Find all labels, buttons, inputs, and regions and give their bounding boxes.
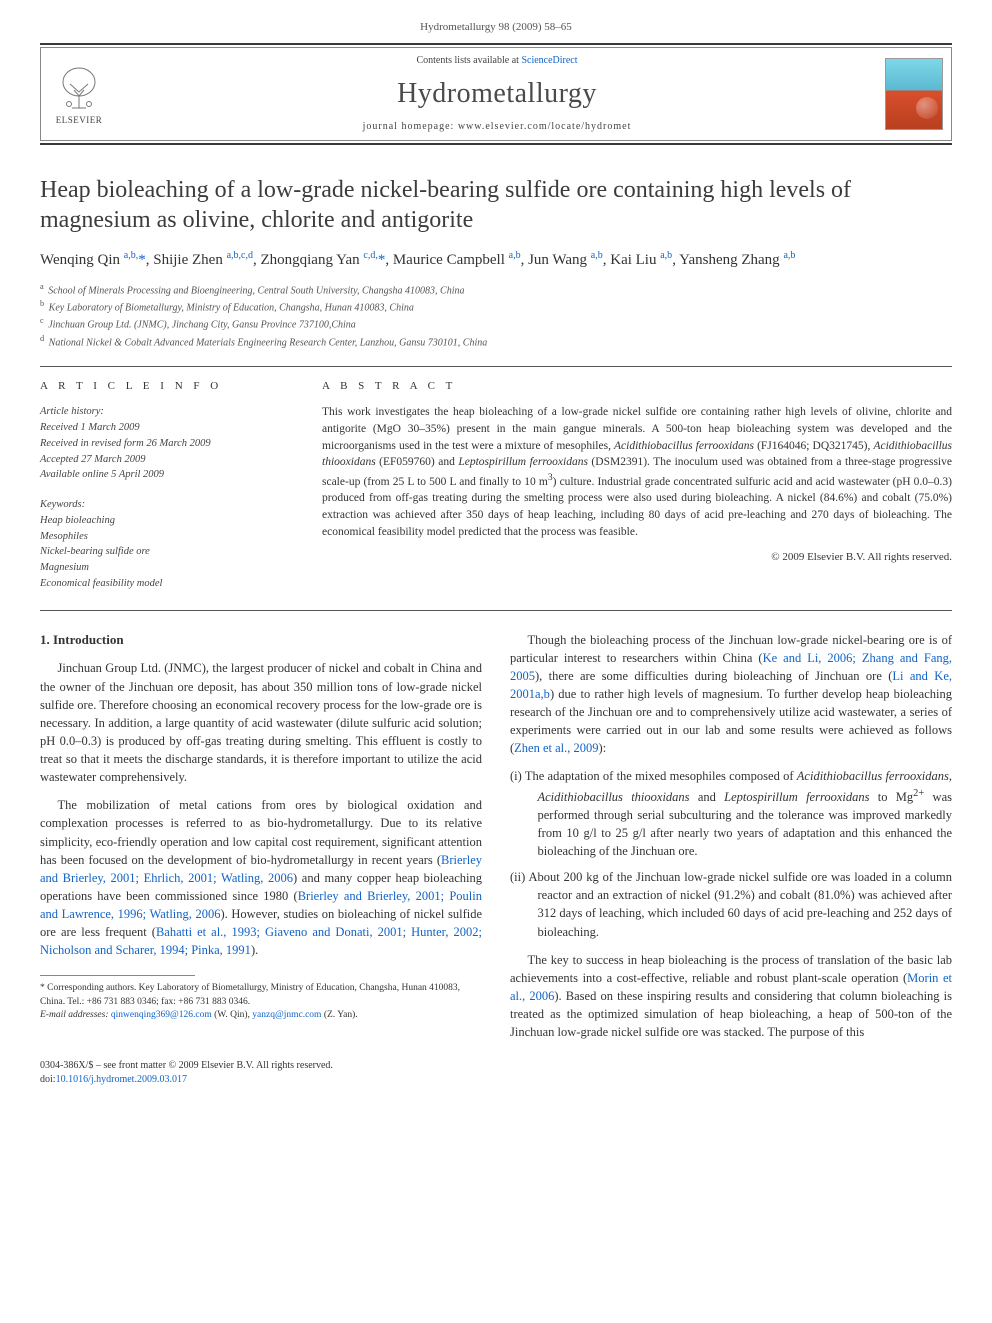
keyword-4: Economical feasibility model bbox=[40, 578, 162, 589]
doi-link[interactable]: 10.1016/j.hydromet.2009.03.017 bbox=[56, 1074, 187, 1085]
page-footer: 0304-386X/$ – see front matter © 2009 El… bbox=[40, 1059, 952, 1087]
keyword-3: Magnesium bbox=[40, 562, 89, 573]
email-link-1[interactable]: qinwenqing369@126.com bbox=[111, 1010, 212, 1020]
keyword-1: Mesophiles bbox=[40, 531, 88, 542]
list-item-ii: (ii) About 200 kg of the Jinchuan low-gr… bbox=[510, 868, 952, 941]
meta-row: A R T I C L E I N F O Article history: R… bbox=[40, 366, 952, 592]
contents-line: Contents lists available at ScienceDirec… bbox=[416, 54, 577, 68]
doi-prefix: doi: bbox=[40, 1074, 56, 1085]
article-info-column: A R T I C L E I N F O Article history: R… bbox=[40, 379, 290, 592]
section-heading-intro: 1. Introduction bbox=[40, 631, 482, 650]
article-history: Article history: Received 1 March 2009 R… bbox=[40, 404, 290, 483]
affiliation-b: b Key Laboratory of Biometallurgy, Minis… bbox=[40, 298, 952, 315]
abstract-column: A B S T R A C T This work investigates t… bbox=[322, 379, 952, 592]
header-center: Contents lists available at ScienceDirec… bbox=[109, 54, 885, 133]
body-columns: 1. Introduction Jinchuan Group Ltd. (JNM… bbox=[40, 631, 952, 1042]
copyright-line: © 2009 Elsevier B.V. All rights reserved… bbox=[322, 550, 952, 565]
abstract-text: This work investigates the heap bioleach… bbox=[322, 404, 952, 540]
email-who-2: (Z. Yan). bbox=[321, 1010, 357, 1020]
emails-label: E-mail addresses: bbox=[40, 1010, 109, 1020]
results-list: (i) The adaptation of the mixed mesophil… bbox=[510, 767, 952, 940]
history-revised: Received in revised form 26 March 2009 bbox=[40, 438, 211, 449]
intro-para-2: The mobilization of metal cations from o… bbox=[40, 796, 482, 959]
footer-line-1: 0304-386X/$ – see front matter © 2009 El… bbox=[40, 1059, 952, 1073]
footnote-block: * Corresponding authors. Key Laboratory … bbox=[40, 975, 482, 1022]
abstract-label: A B S T R A C T bbox=[322, 379, 952, 394]
email-link-2[interactable]: yanzq@jnmc.com bbox=[252, 1010, 321, 1020]
keyword-0: Heap bioleaching bbox=[40, 515, 115, 526]
contents-prefix: Contents lists available at bbox=[416, 55, 521, 66]
bottom-rule bbox=[40, 143, 952, 145]
journal-header-box: ELSEVIER Contents lists available at Sci… bbox=[40, 47, 952, 140]
email-who-1: (W. Qin), bbox=[212, 1010, 253, 1020]
article-title: Heap bioleaching of a low-grade nickel-b… bbox=[40, 175, 952, 235]
col2-para-2: The key to success in heap bioleaching i… bbox=[510, 951, 952, 1042]
elsevier-tree-icon bbox=[54, 64, 104, 114]
history-accepted: Accepted 27 March 2009 bbox=[40, 454, 145, 465]
homepage-prefix: journal homepage: bbox=[363, 121, 458, 132]
top-rule bbox=[40, 43, 952, 45]
affiliation-d: d National Nickel & Cobalt Advanced Mate… bbox=[40, 333, 952, 350]
body-rule bbox=[40, 610, 952, 611]
corresponding-footnote: * Corresponding authors. Key Laboratory … bbox=[40, 982, 482, 1022]
list-item-i: (i) The adaptation of the mixed mesophil… bbox=[510, 767, 952, 860]
footnote-separator bbox=[40, 975, 195, 976]
elsevier-brand-text: ELSEVIER bbox=[56, 114, 103, 127]
author-list: Wenqing Qin a,b,*, Shijie Zhen a,b,c,d, … bbox=[40, 249, 952, 271]
journal-cover-thumbnail bbox=[885, 58, 943, 130]
footer-doi: doi:10.1016/j.hydromet.2009.03.017 bbox=[40, 1073, 952, 1087]
journal-reference: Hydrometallurgy 98 (2009) 58–65 bbox=[40, 20, 952, 35]
article-info-label: A R T I C L E I N F O bbox=[40, 379, 290, 394]
history-received: Received 1 March 2009 bbox=[40, 422, 140, 433]
journal-homepage: journal homepage: www.elsevier.com/locat… bbox=[363, 120, 632, 134]
affiliation-a: a School of Minerals Processing and Bioe… bbox=[40, 281, 952, 298]
history-head: Article history: bbox=[40, 404, 290, 420]
history-online: Available online 5 April 2009 bbox=[40, 469, 164, 480]
journal-name: Hydrometallurgy bbox=[397, 74, 597, 113]
footnote-emails: E-mail addresses: qinwenqing369@126.com … bbox=[40, 1009, 482, 1022]
homepage-url: www.elsevier.com/locate/hydromet bbox=[458, 121, 632, 132]
keywords-head: Keywords: bbox=[40, 499, 85, 510]
footnote-star: * Corresponding authors. Key Laboratory … bbox=[40, 982, 482, 1009]
col2-para-1: Though the bioleaching process of the Ji… bbox=[510, 631, 952, 758]
affiliation-c: c Jinchuan Group Ltd. (JNMC), Jinchang C… bbox=[40, 315, 952, 332]
keywords-block: Keywords: Heap bioleaching Mesophiles Ni… bbox=[40, 497, 290, 592]
keyword-2: Nickel-bearing sulfide ore bbox=[40, 546, 150, 557]
sciencedirect-link[interactable]: ScienceDirect bbox=[521, 55, 577, 66]
affiliations: a School of Minerals Processing and Bioe… bbox=[40, 281, 952, 350]
intro-para-1: Jinchuan Group Ltd. (JNMC), the largest … bbox=[40, 659, 482, 786]
elsevier-logo: ELSEVIER bbox=[49, 61, 109, 127]
